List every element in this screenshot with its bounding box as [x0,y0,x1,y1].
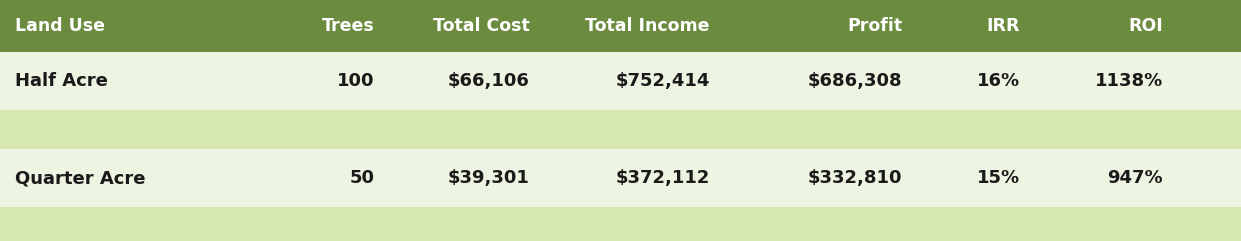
Text: ROI: ROI [1128,17,1163,35]
Text: $686,308: $686,308 [808,72,902,90]
Bar [0,52,1241,110]
Bar [0,0,1241,52]
Text: Profit: Profit [848,17,902,35]
Text: 15%: 15% [977,169,1020,187]
Text: 100: 100 [338,72,375,90]
Text: $752,414: $752,414 [616,72,710,90]
Bar [0,149,1241,207]
Text: Quarter Acre: Quarter Acre [15,169,145,187]
Text: IRR: IRR [987,17,1020,35]
Bar [0,110,1241,149]
Text: Total Income: Total Income [586,17,710,35]
Text: Trees: Trees [321,17,375,35]
Text: 1138%: 1138% [1095,72,1163,90]
Text: 50: 50 [350,169,375,187]
Text: 16%: 16% [977,72,1020,90]
Text: $39,301: $39,301 [448,169,530,187]
Text: Half Acre: Half Acre [15,72,108,90]
Text: $372,112: $372,112 [616,169,710,187]
Text: $332,810: $332,810 [808,169,902,187]
Text: Total Cost: Total Cost [433,17,530,35]
Text: Land Use: Land Use [15,17,105,35]
Text: 947%: 947% [1107,169,1163,187]
Bar [0,207,1241,241]
Text: $66,106: $66,106 [448,72,530,90]
